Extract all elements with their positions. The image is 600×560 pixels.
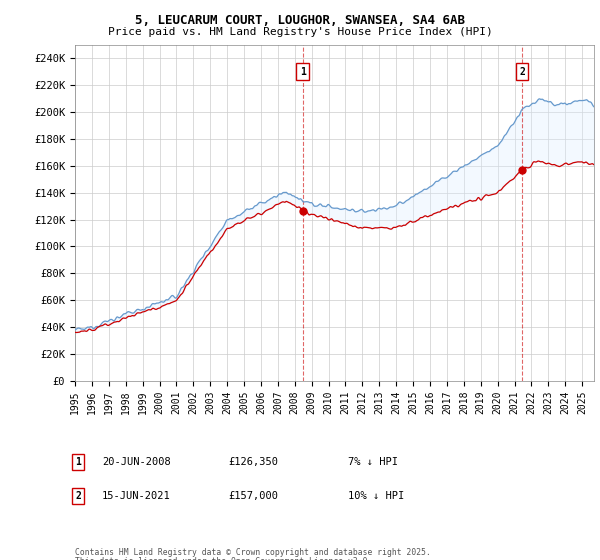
Text: Price paid vs. HM Land Registry's House Price Index (HPI): Price paid vs. HM Land Registry's House … [107, 27, 493, 37]
Text: This data is licensed under the Open Government Licence v3.0.: This data is licensed under the Open Gov… [75, 557, 373, 560]
Text: 10% ↓ HPI: 10% ↓ HPI [348, 491, 404, 501]
Text: 2: 2 [519, 67, 525, 77]
Text: 5, LEUCARUM COURT, LOUGHOR, SWANSEA, SA4 6AB: 5, LEUCARUM COURT, LOUGHOR, SWANSEA, SA4… [135, 14, 465, 27]
Text: 20-JUN-2008: 20-JUN-2008 [102, 457, 171, 467]
Text: 1: 1 [300, 67, 305, 77]
Text: 7% ↓ HPI: 7% ↓ HPI [348, 457, 398, 467]
Text: 1: 1 [75, 457, 81, 467]
Text: 2: 2 [75, 491, 81, 501]
Text: 15-JUN-2021: 15-JUN-2021 [102, 491, 171, 501]
Text: Contains HM Land Registry data © Crown copyright and database right 2025.: Contains HM Land Registry data © Crown c… [75, 548, 431, 557]
Text: £157,000: £157,000 [228, 491, 278, 501]
Text: £126,350: £126,350 [228, 457, 278, 467]
